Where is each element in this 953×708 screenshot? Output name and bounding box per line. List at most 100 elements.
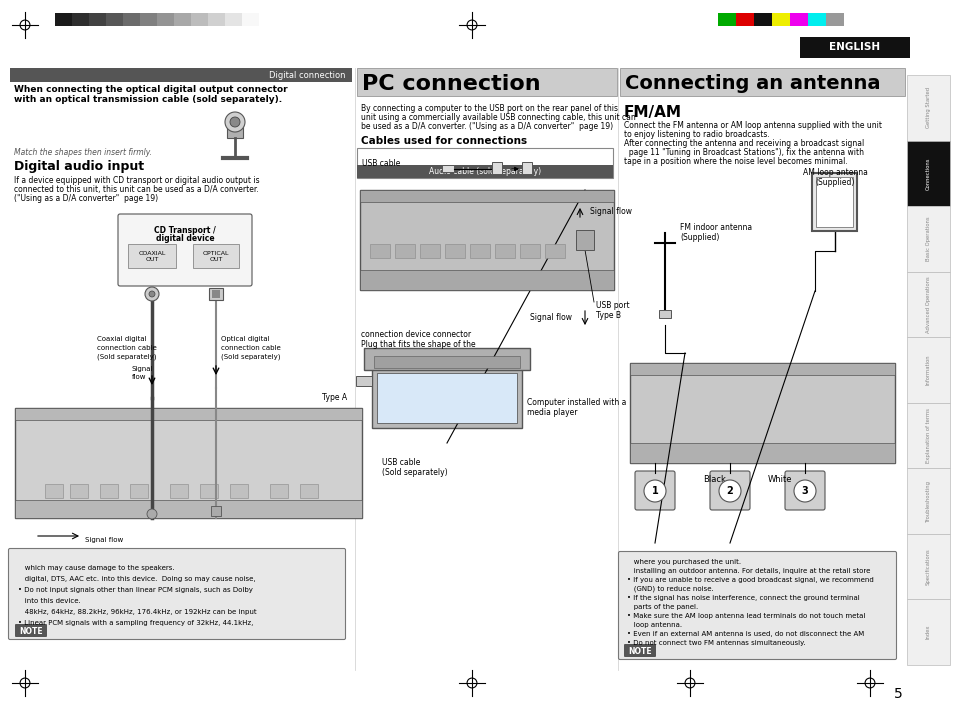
Bar bbox=[906, 337, 949, 403]
Circle shape bbox=[643, 480, 665, 502]
Text: If a device equipped with CD transport or digital audio output is: If a device equipped with CD transport o… bbox=[14, 176, 259, 185]
Text: unit using a commercially available USB connecting cable, this unit can: unit using a commercially available USB … bbox=[360, 113, 635, 122]
Text: Signal flow: Signal flow bbox=[589, 207, 631, 217]
Bar bbox=[89, 13, 106, 26]
Text: 1: 1 bbox=[651, 486, 658, 496]
Bar bbox=[209, 288, 223, 300]
Text: installing an outdoor antenna. For details, inquire at the retail store: installing an outdoor antenna. For detai… bbox=[626, 568, 869, 574]
Text: • Do not connect two FM antennas simultaneously.: • Do not connect two FM antennas simulta… bbox=[626, 640, 804, 646]
Bar bbox=[519, 244, 539, 258]
Bar bbox=[359, 270, 614, 290]
FancyBboxPatch shape bbox=[618, 552, 896, 659]
Text: CD Transport /: CD Transport / bbox=[154, 226, 215, 235]
FancyBboxPatch shape bbox=[118, 214, 252, 286]
Bar bbox=[355, 376, 372, 386]
Bar bbox=[193, 244, 239, 268]
Bar bbox=[230, 484, 248, 498]
Text: (Supplied): (Supplied) bbox=[679, 233, 719, 242]
Text: OUT: OUT bbox=[145, 258, 158, 263]
Bar bbox=[173, 13, 191, 26]
Bar bbox=[15, 500, 361, 518]
Text: Information: Information bbox=[925, 355, 930, 385]
Bar bbox=[299, 484, 317, 498]
Text: with an optical transmission cable (sold separately).: with an optical transmission cable (sold… bbox=[14, 95, 282, 104]
Bar bbox=[521, 162, 532, 174]
Bar bbox=[71, 13, 89, 26]
Text: Basic Operations: Basic Operations bbox=[925, 217, 930, 261]
Text: 48kHz, 64kHz, 88.2kHz, 96kHz, 176.4kHz, or 192kHz can be input: 48kHz, 64kHz, 88.2kHz, 96kHz, 176.4kHz, … bbox=[18, 609, 256, 615]
Text: AM loop antenna: AM loop antenna bbox=[801, 168, 866, 177]
Text: • Do not input signals other than linear PCM signals, such as Dolby: • Do not input signals other than linear… bbox=[18, 587, 253, 593]
Bar bbox=[225, 13, 242, 26]
Bar bbox=[444, 244, 464, 258]
FancyBboxPatch shape bbox=[9, 549, 345, 639]
Text: connected to this unit, this unit can be used as a D/A converter.: connected to this unit, this unit can be… bbox=[14, 185, 258, 194]
Bar bbox=[170, 484, 188, 498]
Bar bbox=[227, 118, 243, 138]
Text: into this device.: into this device. bbox=[18, 598, 81, 604]
Text: Digital audio input: Digital audio input bbox=[14, 160, 144, 173]
Bar bbox=[619, 68, 904, 96]
Bar bbox=[576, 230, 594, 250]
Text: COAXIAL: COAXIAL bbox=[138, 251, 166, 256]
Text: connection cable: connection cable bbox=[97, 345, 156, 351]
Text: Signal flow: Signal flow bbox=[85, 537, 123, 543]
Text: (Supplied): (Supplied) bbox=[815, 178, 854, 187]
Text: • Even if an external AM antenna is used, do not disconnect the AM: • Even if an external AM antenna is used… bbox=[626, 631, 863, 637]
Text: Connect the FM antenna or AM loop antenna supplied with the unit: Connect the FM antenna or AM loop antenn… bbox=[623, 121, 882, 130]
Bar bbox=[812, 173, 857, 231]
Circle shape bbox=[719, 480, 740, 502]
Bar bbox=[372, 368, 521, 428]
Circle shape bbox=[149, 291, 154, 297]
Bar bbox=[771, 13, 789, 26]
Bar bbox=[130, 484, 148, 498]
Bar bbox=[100, 484, 118, 498]
FancyBboxPatch shape bbox=[15, 624, 47, 637]
Text: When connecting the optical digital output connector: When connecting the optical digital outp… bbox=[14, 85, 287, 94]
Text: • If you are unable to receive a good broadcast signal, we recommend: • If you are unable to receive a good br… bbox=[626, 577, 873, 583]
Bar bbox=[55, 13, 71, 26]
Text: USB cable: USB cable bbox=[381, 458, 420, 467]
Bar bbox=[45, 484, 63, 498]
Circle shape bbox=[225, 112, 245, 132]
Text: Type A: Type A bbox=[321, 394, 347, 403]
Text: White: White bbox=[767, 475, 791, 484]
Circle shape bbox=[145, 287, 159, 301]
Text: • If the signal has noise interference, connect the ground terminal: • If the signal has noise interference, … bbox=[626, 595, 859, 601]
Bar bbox=[10, 68, 352, 82]
Bar bbox=[106, 13, 123, 26]
Text: Specifications: Specifications bbox=[925, 548, 930, 585]
Circle shape bbox=[793, 480, 815, 502]
Bar bbox=[495, 244, 515, 258]
Bar bbox=[15, 408, 361, 518]
Bar bbox=[906, 75, 949, 141]
Circle shape bbox=[230, 117, 240, 127]
Bar bbox=[906, 600, 949, 665]
Text: FM indoor antenna: FM indoor antenna bbox=[679, 223, 751, 232]
Bar bbox=[735, 13, 753, 26]
Bar bbox=[376, 373, 517, 423]
Text: (Sold separately): (Sold separately) bbox=[221, 354, 280, 360]
Text: Troubleshooting: Troubleshooting bbox=[925, 480, 930, 522]
Text: 2: 2 bbox=[726, 486, 733, 496]
Text: (Sold separately): (Sold separately) bbox=[97, 354, 156, 360]
Bar bbox=[492, 162, 501, 174]
Text: be used as a D/A converter. ("Using as a D/A converter"  page 19): be used as a D/A converter. ("Using as a… bbox=[360, 122, 613, 131]
Text: After connecting the antenna and receiving a broadcast signal: After connecting the antenna and receivi… bbox=[623, 139, 863, 148]
FancyBboxPatch shape bbox=[623, 644, 656, 657]
Text: Index: Index bbox=[925, 625, 930, 639]
Bar bbox=[356, 68, 617, 96]
Text: Digital connection: Digital connection bbox=[269, 71, 346, 79]
Text: flow: flow bbox=[132, 374, 147, 380]
Bar bbox=[123, 13, 140, 26]
Text: where you purchased the unit.: where you purchased the unit. bbox=[626, 559, 740, 565]
Text: PC connection: PC connection bbox=[361, 74, 540, 94]
Text: Signal: Signal bbox=[132, 366, 153, 372]
Bar bbox=[629, 363, 894, 375]
Text: Plug that fits the shape of the: Plug that fits the shape of the bbox=[360, 340, 476, 349]
Bar bbox=[441, 165, 454, 172]
Bar bbox=[15, 408, 361, 420]
Text: Signal flow: Signal flow bbox=[530, 314, 572, 323]
Text: Advanced Operations: Advanced Operations bbox=[925, 276, 930, 333]
Bar bbox=[70, 484, 88, 498]
